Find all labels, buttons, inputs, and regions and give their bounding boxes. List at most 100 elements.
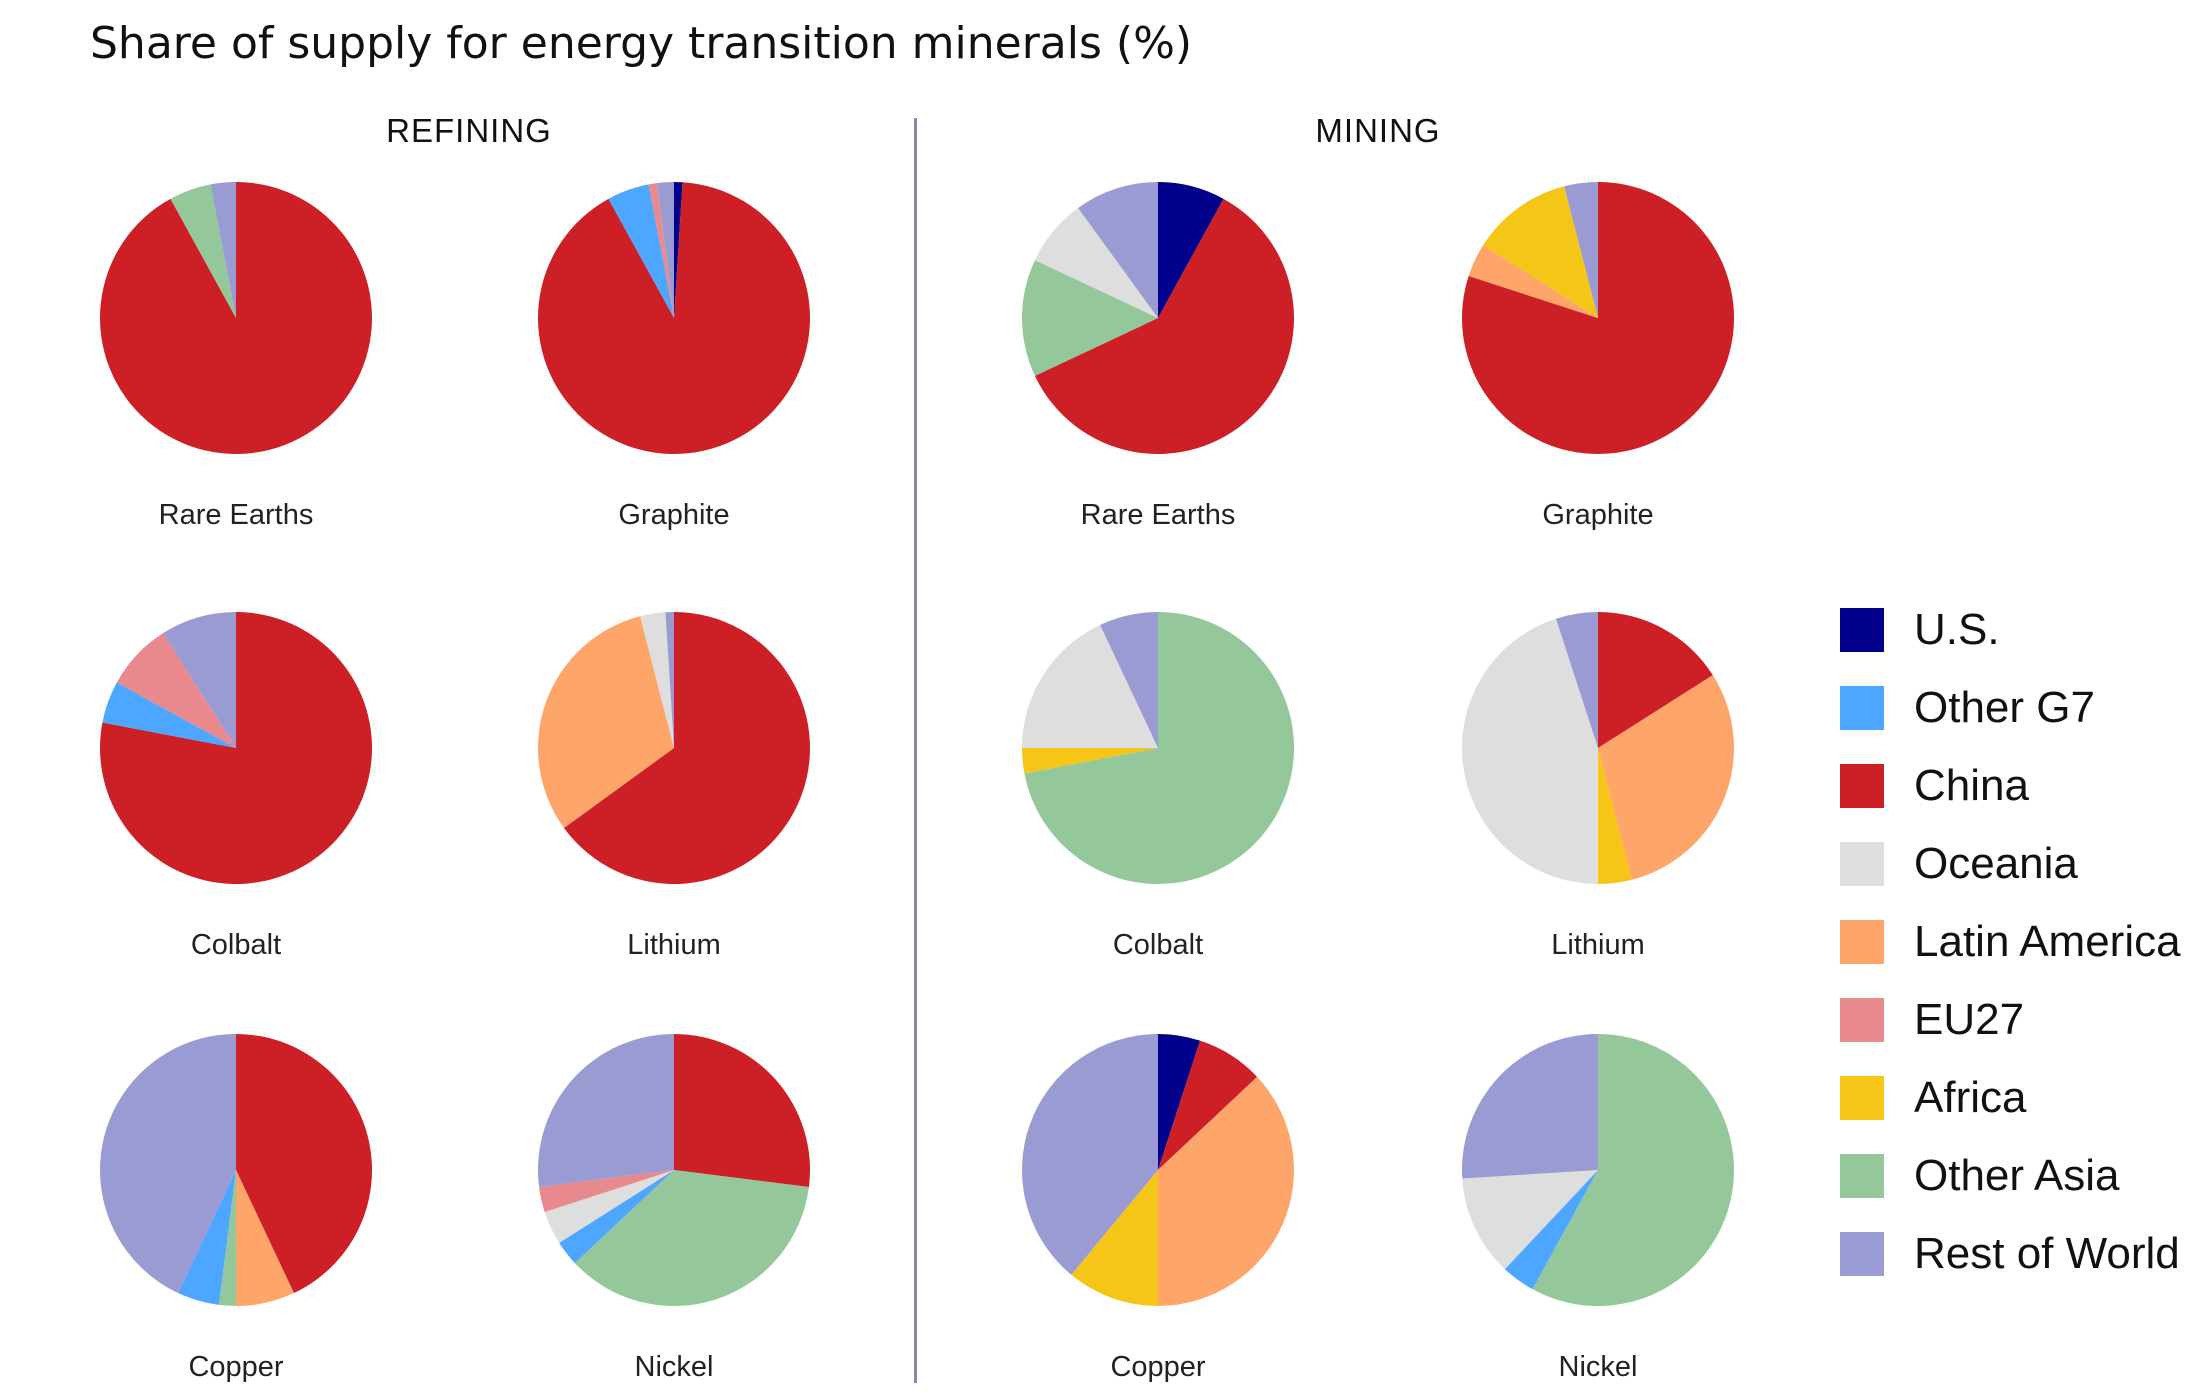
legend-item-u-s: U.S. <box>1840 600 2000 660</box>
pie-slice-rest-of-world <box>163 612 236 748</box>
pie-slice-rest-of-world <box>1462 1034 1598 1179</box>
legend-item-china: China <box>1840 756 2029 816</box>
pie-slice-latin-america <box>1598 675 1735 880</box>
pie-label: Colbalt <box>191 929 281 961</box>
pie-slice-oceania <box>640 612 674 748</box>
pie-mining-colbalt: Colbalt <box>1022 612 1295 961</box>
pie-slice-other-asia <box>574 1170 809 1307</box>
legend-swatch <box>1840 998 1884 1042</box>
pie-refining-lithium: Lithium <box>537 612 810 961</box>
pie-slice-latin-america <box>1468 245 1598 318</box>
pie-slice-rest-of-world <box>1555 612 1598 748</box>
pie-slice-eu27 <box>116 633 236 748</box>
legend-label: China <box>1914 761 2029 810</box>
pie-slice-other-g7 <box>1504 1170 1598 1290</box>
legend-item-other-asia: Other Asia <box>1840 1146 2119 1206</box>
pie-slice-other-asia <box>170 184 236 318</box>
pie-slice-rest-of-world <box>665 612 674 748</box>
legend-item-rest-of-world: Rest of World <box>1840 1224 2180 1284</box>
pie-slice-u-s <box>1158 182 1224 318</box>
pie-label: Lithium <box>1551 929 1645 961</box>
legend-swatch <box>1840 608 1884 652</box>
pie-slice-other-asia <box>1021 260 1158 376</box>
pie-mining-lithium: Lithium <box>1462 612 1735 961</box>
legend-label: Other G7 <box>1914 683 2095 732</box>
pie-label: Graphite <box>618 499 729 531</box>
pie-slice-africa <box>1071 1170 1158 1306</box>
pie-slice-china <box>674 1034 811 1188</box>
pie-slice-china <box>100 612 373 884</box>
pie-slice-china <box>99 182 372 454</box>
pie-slice-china <box>537 182 810 455</box>
pie-refining-nickel: Nickel <box>537 1034 811 1383</box>
legend-item-latin-america: Latin America <box>1840 912 2181 972</box>
pie-slice-eu27 <box>648 183 674 318</box>
legend-label: EU27 <box>1914 995 2025 1044</box>
legend-swatch <box>1840 1154 1884 1198</box>
legend-label: Africa <box>1914 1073 2027 1122</box>
pie-slice-other-asia <box>1532 1034 1734 1306</box>
pie-slice-other-g7 <box>559 1170 674 1264</box>
pie-slice-oceania <box>1022 624 1158 748</box>
legend-item-other-g7: Other G7 <box>1840 678 2095 738</box>
pie-slice-africa <box>1598 748 1632 884</box>
legend-swatch <box>1840 1232 1884 1276</box>
pie-slice-other-asia <box>1024 612 1295 884</box>
figure-title: Share of supply for energy transition mi… <box>90 18 1193 69</box>
pie-slice-oceania <box>544 1170 674 1243</box>
pie-slice-latin-america <box>236 1170 294 1306</box>
legend-label: Oceania <box>1914 839 2078 888</box>
pie-slice-china <box>1158 1040 1258 1170</box>
pie-label: Colbalt <box>1113 929 1203 961</box>
pie-slice-rest-of-world <box>1021 1034 1158 1275</box>
pie-mining-nickel: Nickel <box>1462 1034 1734 1383</box>
pie-slice-oceania <box>1462 618 1598 884</box>
pie-slice-latin-america <box>537 616 674 828</box>
legend-swatch <box>1840 920 1884 964</box>
pie-mining-rare-earths: Rare Earths <box>1021 182 1294 531</box>
legend-label: U.S. <box>1914 605 2000 654</box>
pie-slice-africa <box>1483 186 1598 318</box>
pie-slice-other-g7 <box>178 1170 236 1305</box>
pie-slice-rest-of-world <box>1564 182 1598 318</box>
legend-swatch <box>1840 1076 1884 1120</box>
pie-slice-oceania <box>1462 1170 1598 1270</box>
pie-refining-copper: Copper <box>99 1033 373 1383</box>
pie-label: Copper <box>188 1351 283 1383</box>
pie-slice-rest-of-world <box>99 1034 236 1294</box>
pie-slice-other-asia <box>218 1170 236 1306</box>
pie-slice-rest-of-world <box>210 182 236 318</box>
pie-slice-china <box>563 612 810 885</box>
pie-label: Nickel <box>635 1351 714 1383</box>
legend-swatch <box>1840 764 1884 808</box>
pie-refining-graphite: Graphite <box>537 182 810 531</box>
pie-label: Copper <box>1110 1351 1205 1383</box>
legend-label: Other Asia <box>1914 1151 2120 1200</box>
pie-slice-rest-of-world <box>656 182 674 318</box>
pie-label: Nickel <box>1559 1351 1638 1383</box>
pie-mining-copper: Copper <box>1021 1034 1295 1383</box>
pie-slice-other-g7 <box>608 184 674 318</box>
legend-swatch <box>1840 842 1884 886</box>
pie-slice-rest-of-world <box>1078 182 1158 318</box>
legend-swatch <box>1840 686 1884 730</box>
pie-slice-china <box>236 1033 373 1294</box>
pie-slice-latin-america <box>1158 1076 1295 1306</box>
pie-slice-oceania <box>1034 207 1158 318</box>
pie-refining-rare-earths: Rare Earths <box>99 182 372 531</box>
pie-slice-u-s <box>1158 1034 1201 1170</box>
pie-slice-other-g7 <box>102 682 236 748</box>
pie-slice-rest-of-world <box>1100 612 1158 748</box>
refining-heading: REFINING <box>386 112 552 149</box>
pie-slice-rest-of-world <box>537 1034 674 1188</box>
pie-mining-graphite: Graphite <box>1462 182 1735 531</box>
pie-slice-china <box>1462 182 1735 454</box>
legend-label: Latin America <box>1914 917 2181 966</box>
legend-item-africa: Africa <box>1840 1068 2026 1128</box>
legend-item-eu27: EU27 <box>1840 990 2024 1050</box>
pie-slice-eu27 <box>539 1170 674 1213</box>
pie-slice-u-s <box>674 182 683 318</box>
pie-label: Graphite <box>1542 499 1653 531</box>
legend-label: Rest of World <box>1914 1229 2180 1278</box>
